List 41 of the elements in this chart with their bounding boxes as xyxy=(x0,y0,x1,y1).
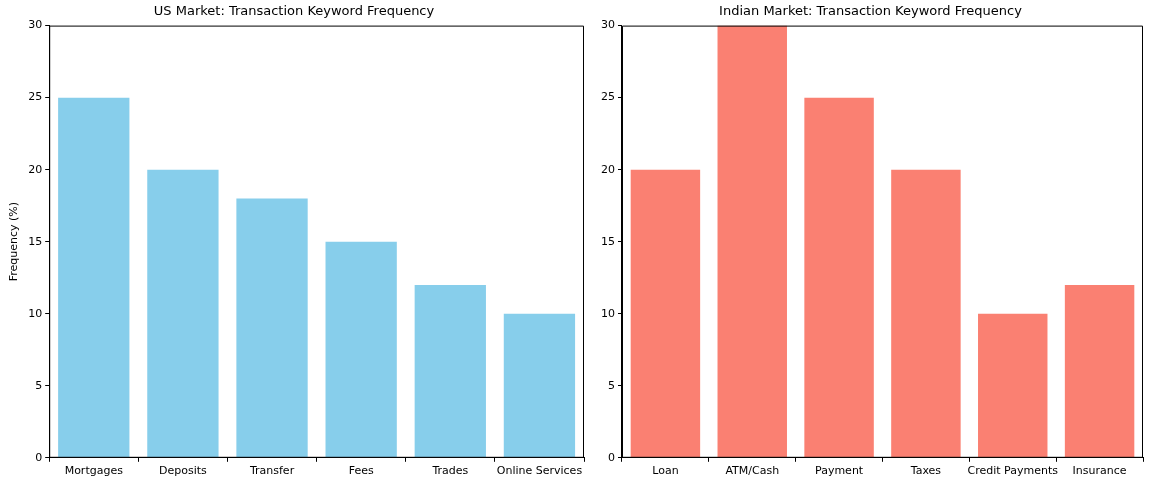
x-tick-label: ATM/Cash xyxy=(725,464,780,478)
x-tick-label: Trades xyxy=(431,464,469,478)
bar xyxy=(414,284,486,458)
x-tick-label: Loan xyxy=(652,464,679,478)
bar xyxy=(58,97,130,458)
y-tick-label: 0 xyxy=(608,450,615,464)
y-axis-title: Frequency (%) xyxy=(7,202,21,282)
chart-title: US Market: Transaction Keyword Frequency xyxy=(153,3,435,19)
y-tick-label: 30 xyxy=(28,18,43,32)
x-tick-label: Insurance xyxy=(1072,464,1127,478)
y-tick-label: 0 xyxy=(35,450,43,464)
x-tick-label: Credit Payments xyxy=(967,464,1059,478)
x-tick-label: Online Services xyxy=(496,464,583,478)
bar xyxy=(978,313,1048,458)
bar xyxy=(891,169,961,458)
x-tick-label: Deposits xyxy=(159,464,208,478)
x-tick-label: Payment xyxy=(815,464,864,478)
bar xyxy=(325,241,397,458)
x-tick-label: Fees xyxy=(348,464,374,478)
y-tick-label: 25 xyxy=(28,90,43,104)
bar xyxy=(147,169,219,458)
y-tick-label: 15 xyxy=(601,234,615,248)
y-tick-label: 5 xyxy=(35,378,43,392)
y-tick-label: 30 xyxy=(601,18,615,32)
y-tick-label: 5 xyxy=(608,378,615,392)
bar xyxy=(630,169,701,458)
y-tick-label: 15 xyxy=(28,234,43,248)
bar xyxy=(236,198,308,458)
y-tick-label: 20 xyxy=(601,162,615,176)
bar xyxy=(1064,284,1135,458)
bar xyxy=(804,97,874,458)
y-tick-label: 25 xyxy=(601,90,615,104)
bar xyxy=(503,313,576,458)
x-tick-label: Mortgages xyxy=(64,464,124,478)
x-tick-label: Transfer xyxy=(248,464,295,478)
y-tick-label: 10 xyxy=(601,306,615,320)
y-tick-label: 10 xyxy=(28,306,43,320)
chart-title: Indian Market: Transaction Keyword Frequency xyxy=(719,3,1023,19)
bar xyxy=(717,25,787,458)
x-tick-label: Taxes xyxy=(909,464,942,478)
y-tick-label: 20 xyxy=(28,162,43,176)
